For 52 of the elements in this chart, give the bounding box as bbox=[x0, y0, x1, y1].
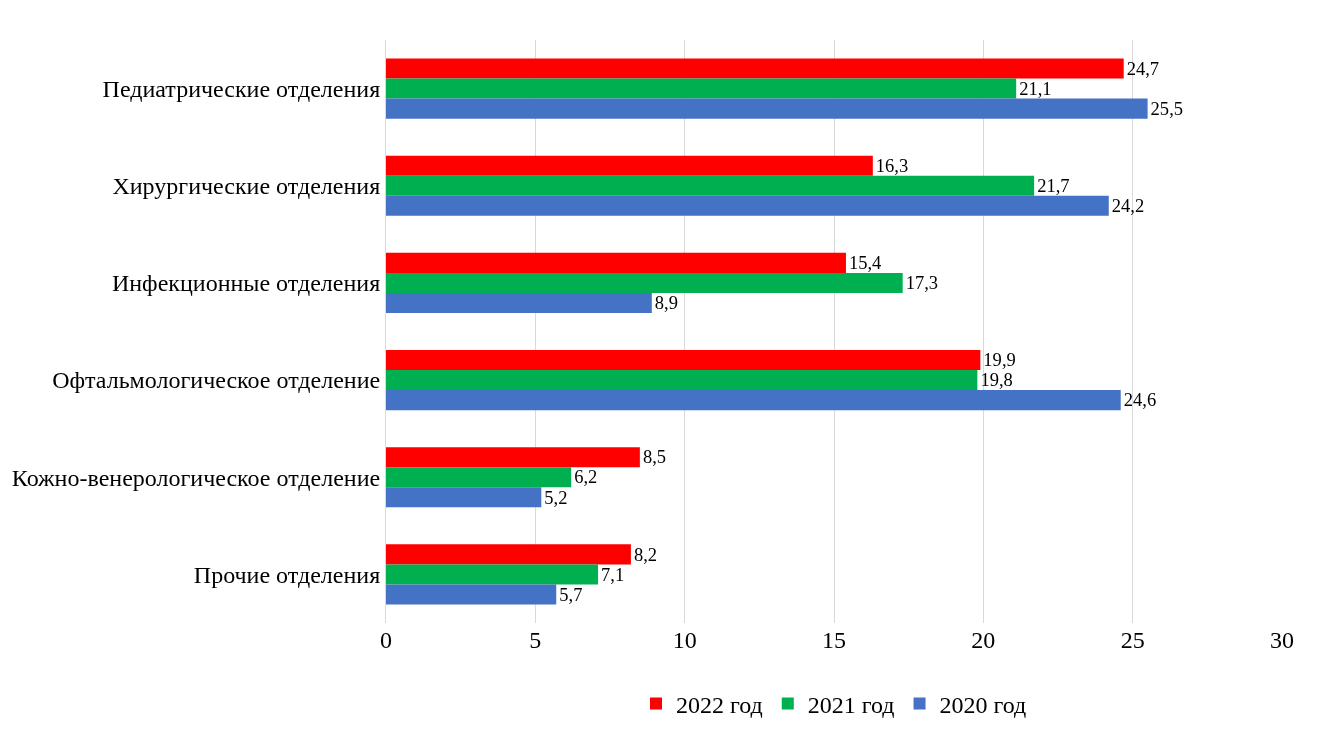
bar bbox=[386, 564, 599, 585]
data-label: 21,1 bbox=[1019, 77, 1052, 99]
data-label: 17,3 bbox=[905, 272, 939, 294]
data-label: 5,2 bbox=[544, 486, 568, 508]
bar bbox=[386, 370, 978, 391]
x-tick-label: 10 bbox=[672, 627, 697, 653]
data-label: 8,9 bbox=[654, 292, 678, 314]
bar bbox=[386, 447, 640, 468]
bar bbox=[386, 584, 557, 605]
data-label: 24,7 bbox=[1126, 57, 1160, 79]
data-label: 24,2 bbox=[1111, 195, 1145, 217]
legend-label: 2022 год bbox=[676, 691, 763, 718]
bar bbox=[386, 487, 542, 508]
data-label: 25,5 bbox=[1150, 97, 1184, 119]
x-tick-label: 15 bbox=[822, 627, 846, 653]
bar bbox=[386, 78, 1017, 99]
data-label: 8,5 bbox=[642, 446, 667, 468]
bar bbox=[386, 544, 631, 565]
data-label: 19,8 bbox=[980, 369, 1013, 391]
bar bbox=[386, 292, 652, 314]
bar bbox=[386, 155, 873, 176]
x-tick-label: 20 bbox=[971, 627, 996, 653]
bar bbox=[386, 349, 981, 371]
bar bbox=[386, 175, 1035, 196]
data-label: 24,6 bbox=[1123, 389, 1157, 411]
x-tick-label: 30 bbox=[1270, 627, 1294, 653]
data-label: 15,4 bbox=[848, 252, 882, 274]
x-tick-label: 5 bbox=[529, 627, 542, 653]
bar bbox=[386, 390, 1121, 411]
y-tick-label: Инфекционные отделения bbox=[111, 270, 381, 297]
bar bbox=[386, 252, 846, 273]
legend-label: 2020 год bbox=[939, 691, 1027, 718]
bar bbox=[386, 195, 1109, 216]
y-tick-label: Педиатрические отделения bbox=[102, 75, 381, 102]
y-tick-label: Офтальмологическое отделение bbox=[52, 367, 381, 394]
data-label: 8,2 bbox=[633, 543, 658, 565]
data-label: 7,1 bbox=[601, 563, 625, 585]
x-tick-label: 0 bbox=[380, 627, 392, 653]
legend-label: 2021 год bbox=[807, 691, 895, 718]
y-tick-label: Хирургические отделения bbox=[112, 173, 381, 200]
bar bbox=[386, 98, 1148, 119]
bar bbox=[386, 467, 572, 488]
bar bbox=[386, 58, 1124, 79]
x-tick-label: 25 bbox=[1120, 627, 1145, 653]
y-tick-label: Кожно-венерологическое отделение bbox=[11, 464, 381, 491]
data-label: 5,7 bbox=[559, 583, 583, 605]
data-label: 6,2 bbox=[574, 466, 598, 488]
bar bbox=[386, 272, 903, 293]
data-label: 16,3 bbox=[875, 154, 909, 176]
data-label: 21,7 bbox=[1037, 174, 1070, 196]
data-label: 19,9 bbox=[983, 349, 1016, 371]
y-tick-label: Прочие отделения bbox=[193, 561, 381, 588]
